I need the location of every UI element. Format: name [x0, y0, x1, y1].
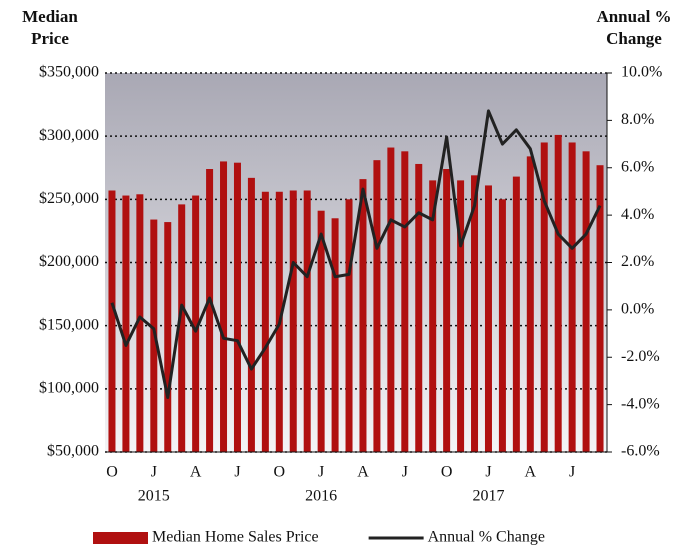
bar [596, 165, 604, 452]
bar [261, 191, 269, 452]
y2-tick-label: 0.0% [621, 301, 654, 318]
bar [247, 177, 255, 452]
x-tick-label: J [402, 464, 408, 481]
bar [206, 169, 214, 452]
bar [178, 204, 186, 452]
bar [136, 194, 144, 452]
x-tick-label: J [569, 464, 575, 481]
bar [289, 190, 297, 453]
bar [401, 151, 409, 452]
bar [471, 175, 479, 452]
line [110, 109, 602, 400]
bar [387, 147, 395, 452]
y-tick-label: $350,000 [39, 64, 99, 81]
legend-label: Median Home Sales Price [152, 529, 319, 546]
bar [512, 176, 520, 453]
x-tick-label: J [318, 464, 324, 481]
x-tick-label: J [151, 464, 157, 481]
bar [345, 199, 353, 452]
y-tick-label: $50,000 [47, 443, 99, 460]
x-tick-label: A [357, 464, 369, 481]
x-tick-label: A [190, 464, 202, 481]
bar [540, 142, 548, 452]
bar [568, 142, 576, 452]
bar [582, 151, 590, 452]
y2-tick-label: -2.0% [621, 348, 660, 365]
x-tick-label: O [106, 464, 118, 481]
year-label: 2017 [472, 488, 504, 505]
x-tick-label: A [525, 464, 537, 481]
bar [373, 160, 381, 453]
y2-tick-label: 2.0% [621, 253, 654, 270]
bar [415, 163, 423, 452]
y-tick-label: $100,000 [39, 380, 99, 397]
bar [317, 210, 325, 452]
bar [526, 156, 534, 452]
y2-tick-label: 6.0% [621, 158, 654, 175]
y2-tick-label: 8.0% [621, 111, 654, 128]
y2-tick-label: -6.0% [621, 443, 660, 460]
x-tick-label: J [485, 464, 491, 481]
bar [192, 195, 200, 452]
y2-tick-label: -4.0% [621, 395, 660, 412]
legend-label: Annual % Change [428, 529, 545, 546]
y-tick-label: $150,000 [39, 316, 99, 333]
legend-swatch [93, 532, 148, 544]
bar [554, 134, 562, 453]
bar [303, 190, 311, 453]
y2-tick-label: 10.0% [621, 64, 662, 81]
bar [484, 185, 492, 453]
bar [331, 218, 339, 452]
x-tick-label: J [234, 464, 240, 481]
year-label: 2016 [305, 488, 337, 505]
bar [220, 161, 228, 452]
y-tick-label: $200,000 [39, 253, 99, 270]
bar [457, 180, 465, 452]
bar [164, 222, 172, 452]
bar [233, 162, 241, 453]
y-axis-title: Median Price [22, 7, 78, 48]
bar [443, 169, 451, 452]
bar [108, 190, 116, 453]
bar [498, 199, 506, 452]
bar [359, 179, 367, 452]
y-tick-label: $250,000 [39, 190, 99, 207]
y2-tick-label: 4.0% [621, 206, 654, 223]
year-label: 2015 [138, 488, 170, 505]
y2-axis-title: Annual % Change [596, 7, 672, 48]
x-tick-label: O [441, 464, 453, 481]
x-tick-label: O [274, 464, 286, 481]
bar [122, 195, 130, 452]
bar [429, 180, 437, 452]
y-tick-label: $300,000 [39, 127, 99, 144]
